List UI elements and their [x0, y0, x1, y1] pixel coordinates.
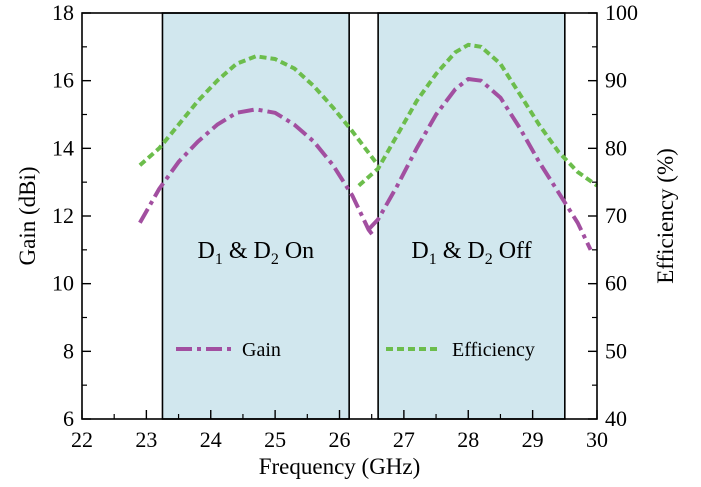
legend-label-efficiency: Efficiency — [452, 339, 535, 361]
y-left-tick-label: 14 — [52, 135, 74, 160]
region-1 — [161, 12, 350, 420]
region-label-2: D1 & D2 Off — [411, 238, 531, 268]
y-left-tick-label: 12 — [52, 203, 74, 228]
y-right-tick-label: 60 — [605, 271, 627, 296]
x-tick-label: 28 — [457, 427, 479, 452]
y-left-tick-label: 16 — [52, 68, 74, 93]
y-right-tick-label: 100 — [605, 0, 638, 25]
x-tick-label: 29 — [522, 427, 544, 452]
x-axis-label: Frequency (GHz) — [259, 454, 421, 479]
y-right-tick-label: 80 — [605, 135, 627, 160]
y-right-tick-label: 90 — [605, 68, 627, 93]
x-tick-label: 25 — [264, 427, 286, 452]
y-axis-left-label: Gain (dBi) — [15, 166, 40, 265]
axis-ticks — [81, 12, 598, 420]
y-left-tick-label: 10 — [52, 271, 74, 296]
legend: Gain Efficiency — [176, 339, 535, 361]
region-label-1: D1 & D2 On — [197, 238, 314, 268]
tick-labels: 22 23 24 25 26 27 28 29 30 6 8 10 12 14 16 18 40 50 60 70 80… — [52, 0, 638, 452]
x-tick-label: 26 — [329, 427, 351, 452]
x-tick-label: 22 — [71, 427, 93, 452]
y-left-tick-label: 6 — [63, 406, 74, 431]
series-efficiency-line-2 — [357, 42, 599, 188]
y-right-tick-label: 40 — [605, 406, 627, 431]
y-axis-right-label: Efficiency (%) — [653, 148, 678, 284]
y-right-tick-label: 50 — [605, 338, 627, 363]
series-gain-line-2 — [367, 77, 593, 251]
x-tick-label: 30 — [586, 427, 608, 452]
y-right-tick-label: 70 — [605, 203, 627, 228]
y-left-tick-label: 8 — [63, 338, 74, 363]
series-efficiency-line-1 — [138, 54, 380, 167]
legend-label-gain: Gain — [242, 339, 281, 361]
y-left-tick-label: 18 — [52, 0, 74, 25]
x-tick-label: 27 — [393, 427, 415, 452]
x-tick-label: 24 — [200, 427, 222, 452]
series-lines — [138, 42, 599, 251]
x-tick-label: 23 — [135, 427, 157, 452]
